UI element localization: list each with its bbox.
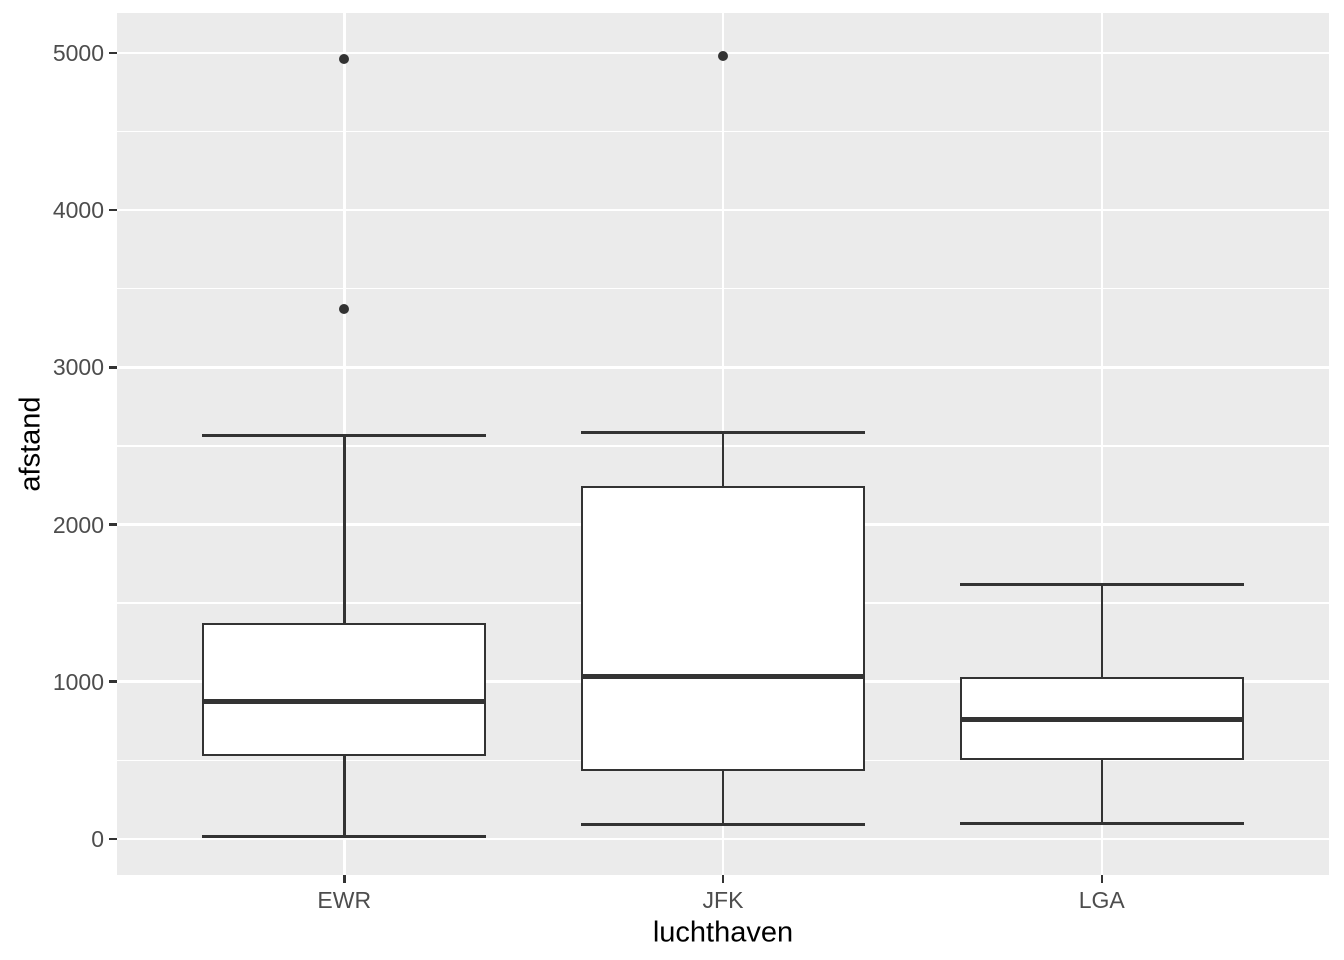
whisker-cap-lower-JFK [580,822,866,826]
plot-panel [117,13,1329,875]
y-tick-mark [109,680,117,683]
x-tick-label: EWR [317,887,372,913]
whisker-lower-EWR [343,755,346,837]
whisker-upper-EWR [343,435,346,624]
y-tick-label: 3000 [52,354,104,381]
x-tick-mark [1100,875,1103,883]
boxplot-box-JFK [580,485,866,772]
y-tick-label: 1000 [52,668,104,695]
whisker-lower-LGA [1100,759,1103,824]
whisker-cap-lower-LGA [959,822,1244,826]
outlier-point-EWR [339,304,350,315]
whisker-cap-upper-EWR [202,434,487,438]
whisker-cap-upper-LGA [959,582,1244,586]
x-tick-label: JFK [702,887,744,913]
median-line-LGA [959,716,1244,722]
whisker-cap-upper-JFK [580,430,866,434]
y-tick-mark [109,837,117,841]
outlier-point-JFK [718,50,728,61]
median-line-EWR [202,699,487,705]
x-tick-mark [721,875,725,883]
y-axis-title: afstand [14,396,47,492]
whisker-upper-JFK [721,432,725,486]
y-tick-label: 5000 [52,40,104,67]
y-tick-mark [109,208,117,212]
whisker-lower-JFK [721,771,725,825]
boxplot-box-EWR [202,623,487,756]
v-gridline [1100,13,1103,875]
outlier-point-EWR [339,53,350,64]
median-line-JFK [580,674,866,680]
y-tick-mark [109,366,117,369]
y-tick-label: 4000 [52,197,104,224]
y-tick-label: 2000 [52,511,104,538]
x-tick-mark [343,875,346,883]
whisker-upper-LGA [1100,584,1103,677]
x-axis-title: luchthaven [652,916,794,949]
whisker-cap-lower-EWR [202,834,487,838]
y-tick-label: 0 [91,825,104,852]
y-tick-mark [109,523,117,526]
y-tick-mark [109,51,117,55]
x-tick-label: LGA [1078,887,1125,913]
